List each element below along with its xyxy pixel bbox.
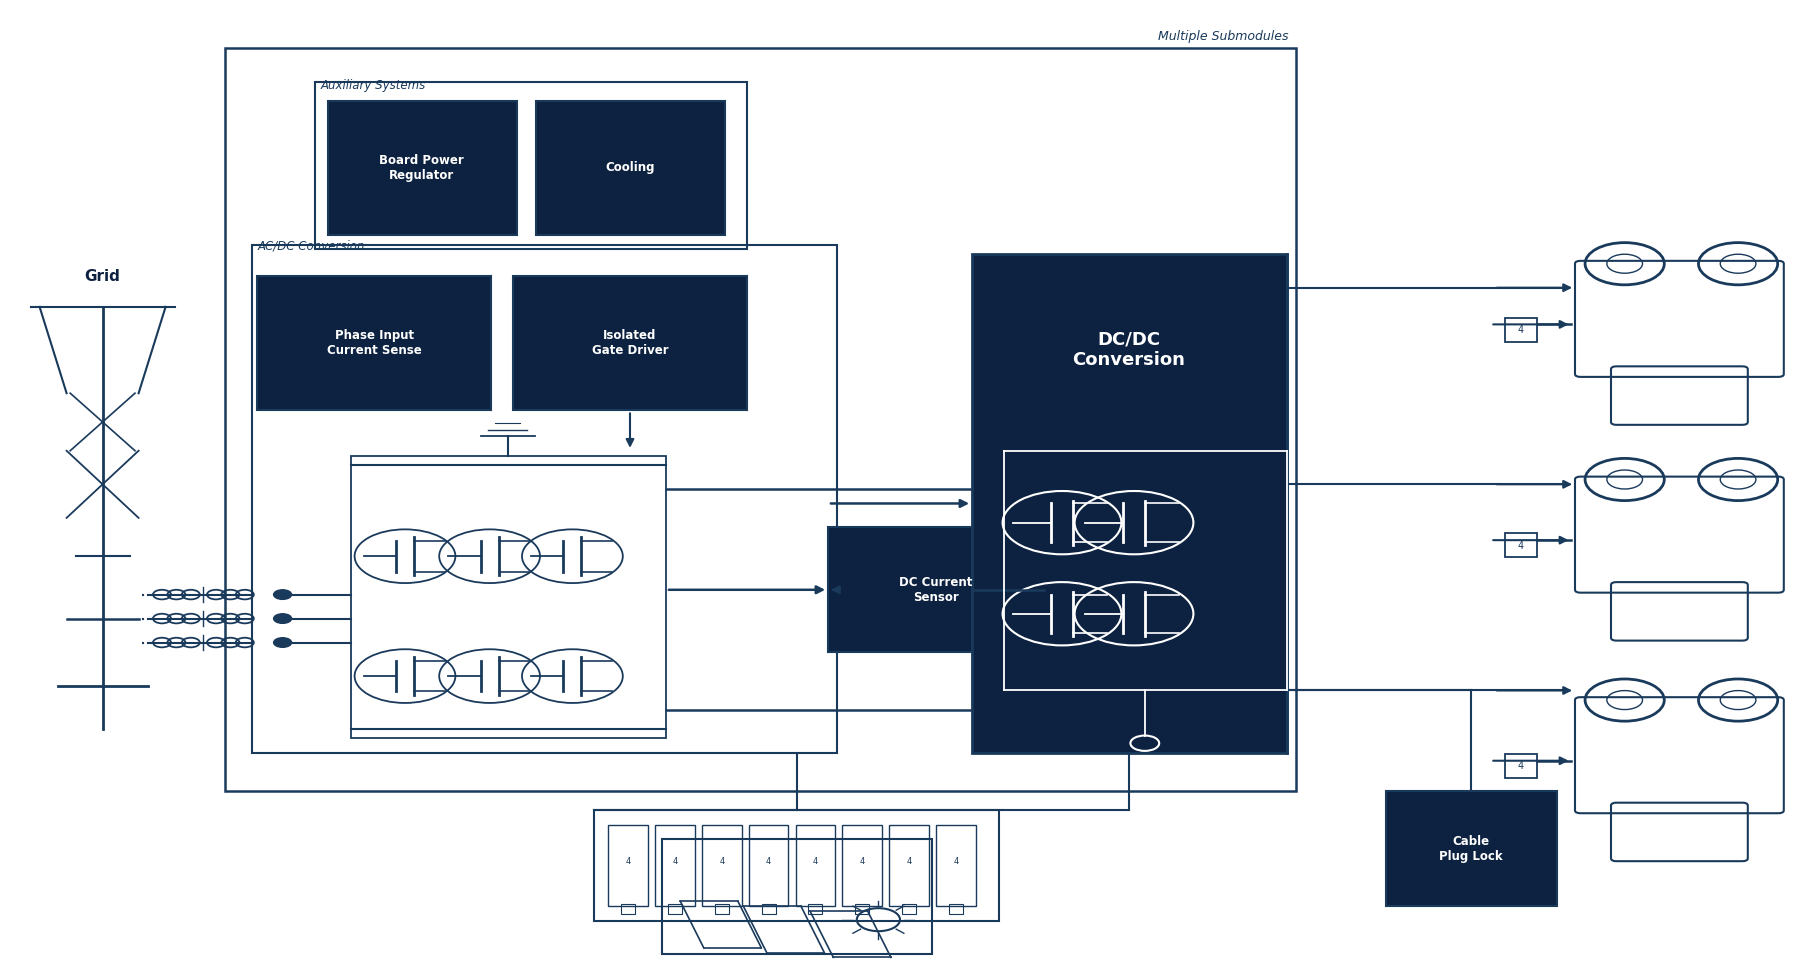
Bar <box>315 82 747 249</box>
Text: Multiple Submodules: Multiple Submodules <box>1159 30 1289 43</box>
Bar <box>621 904 635 914</box>
Bar <box>608 825 648 906</box>
Bar <box>936 825 976 906</box>
Bar <box>668 904 682 914</box>
Text: 4: 4 <box>720 857 724 866</box>
Bar <box>749 825 788 906</box>
Bar <box>225 48 1296 791</box>
Bar <box>761 904 776 914</box>
Bar <box>949 904 963 914</box>
Text: DC/DC
Conversion: DC/DC Conversion <box>1073 331 1184 369</box>
Bar <box>1505 754 1537 778</box>
Text: Isolated
Gate Driver: Isolated Gate Driver <box>592 329 668 358</box>
Bar <box>257 276 491 410</box>
Text: 4: 4 <box>860 857 864 866</box>
Bar <box>902 904 916 914</box>
Text: 4: 4 <box>673 857 677 866</box>
Text: 4: 4 <box>954 857 958 866</box>
Text: 4: 4 <box>1517 541 1525 550</box>
Text: Auxiliary Systems: Auxiliary Systems <box>320 79 425 92</box>
Bar <box>855 904 869 914</box>
Bar <box>972 254 1287 753</box>
Bar <box>662 839 932 954</box>
Text: AC/DC Conversion: AC/DC Conversion <box>257 240 365 253</box>
Bar <box>715 904 729 914</box>
Bar <box>655 825 695 906</box>
Bar <box>513 276 747 410</box>
Bar <box>796 825 835 906</box>
Bar <box>889 825 929 906</box>
Bar <box>808 904 823 914</box>
Bar <box>328 101 517 235</box>
Text: Phase Input
Current Sense: Phase Input Current Sense <box>328 329 421 358</box>
Bar <box>1386 791 1557 906</box>
Circle shape <box>274 614 292 623</box>
Text: 4: 4 <box>626 857 630 866</box>
Text: Cooling: Cooling <box>605 161 655 175</box>
Text: Board Power
Regulator: Board Power Regulator <box>378 153 464 182</box>
Bar <box>1505 317 1537 341</box>
Text: Grid: Grid <box>85 269 121 284</box>
Circle shape <box>274 638 292 647</box>
Text: 4: 4 <box>814 857 817 866</box>
Text: DC Current
Sensor: DC Current Sensor <box>900 575 972 604</box>
Bar <box>594 810 999 921</box>
Text: Cable
Plug Lock: Cable Plug Lock <box>1438 834 1503 863</box>
Bar <box>842 825 882 906</box>
Bar <box>702 825 742 906</box>
Bar <box>351 456 666 738</box>
Bar <box>252 245 837 753</box>
Text: 4: 4 <box>767 857 770 866</box>
Text: 4: 4 <box>1517 325 1525 335</box>
Text: 4: 4 <box>907 857 911 866</box>
Bar <box>536 101 725 235</box>
Bar <box>828 527 1044 652</box>
Bar <box>1505 533 1537 557</box>
Circle shape <box>274 590 292 599</box>
Text: 4: 4 <box>1517 761 1525 771</box>
